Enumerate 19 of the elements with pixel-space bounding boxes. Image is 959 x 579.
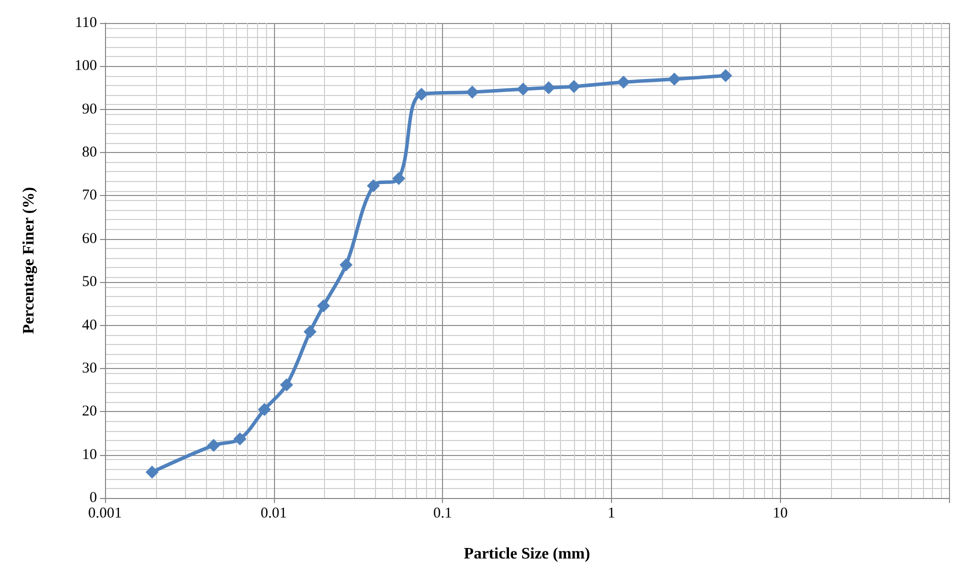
y-tick-label: 40 bbox=[82, 317, 97, 334]
y-tick-label: 0 bbox=[90, 490, 97, 506]
y-tick-label: 90 bbox=[82, 101, 97, 118]
y-tick-label: 60 bbox=[82, 230, 97, 247]
y-tick-label: 10 bbox=[82, 446, 97, 463]
y-tick-label: 70 bbox=[82, 188, 97, 204]
y-tick-label: 20 bbox=[82, 404, 97, 420]
y-axis-title: Percentage Finer (%) bbox=[20, 187, 38, 334]
x-tick-label: 0.1 bbox=[433, 506, 452, 522]
y-tick-label: 50 bbox=[82, 274, 97, 290]
y-tick-label: 110 bbox=[75, 15, 97, 31]
x-tick-label: 0.001 bbox=[88, 506, 122, 522]
x-tick-label: 1 bbox=[608, 506, 616, 522]
x-tick-label: 0.01 bbox=[260, 506, 287, 522]
y-tick-label: 30 bbox=[82, 360, 97, 376]
y-tick-label: 80 bbox=[82, 144, 97, 161]
x-axis-title: Particle Size (mm) bbox=[464, 546, 590, 562]
x-tick-label: 10 bbox=[772, 506, 788, 522]
y-tick-label: 100 bbox=[74, 58, 97, 74]
